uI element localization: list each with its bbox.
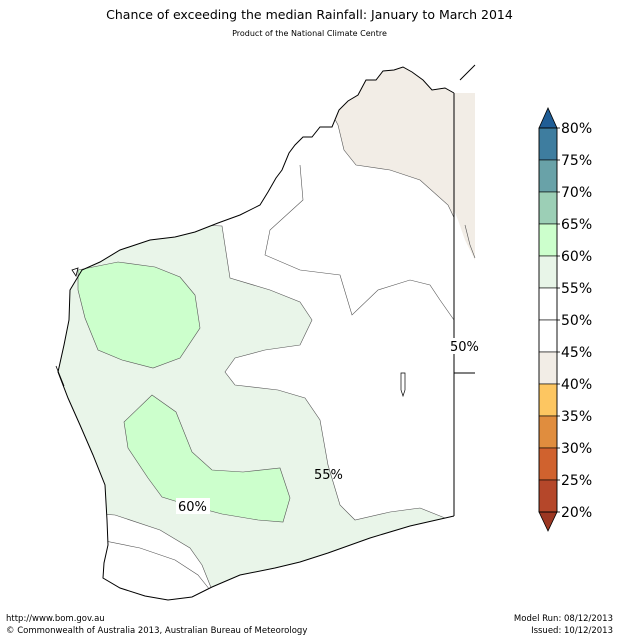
nt-region — [454, 93, 475, 260]
footer-issued: Issued: 10/12/2013 — [531, 626, 613, 636]
colorbar-tick-label: 20% — [561, 505, 592, 521]
colorbar-band — [538, 287, 558, 321]
colorbar-tick-label: 60% — [561, 249, 592, 265]
colorbar-band — [538, 447, 558, 481]
colorbar-tick-label: 25% — [561, 473, 592, 489]
region-60-65-north — [77, 261, 201, 369]
map-title: Chance of exceeding the median Rainfall:… — [106, 7, 513, 22]
map-subtitle: Product of the National Climate Centre — [232, 29, 387, 38]
colorbar-tick-label: 65% — [561, 217, 592, 233]
contour-label-50: 50% — [450, 340, 479, 355]
colorbar-tick-label: 45% — [561, 345, 592, 361]
colorbar-tick-label: 80% — [561, 121, 592, 137]
colorbar-band — [538, 191, 558, 225]
probability-regions — [58, 67, 454, 600]
colorbar-top-arrow — [538, 107, 558, 129]
lake-feature — [400, 372, 406, 398]
colorbar-tick-label: 30% — [561, 441, 592, 457]
contour-label-60: 60% — [178, 500, 207, 515]
colorbar-band — [538, 383, 558, 417]
footer-left: http://www.bom.gov.au © Commonwealth of … — [6, 613, 307, 637]
colorbar-tick-label: 40% — [561, 377, 592, 393]
colorbar-tick-label: 55% — [561, 281, 592, 297]
footer-copyright: © Commonwealth of Australia 2013, Austra… — [6, 626, 308, 636]
footer-url: http://www.bom.gov.au — [6, 614, 105, 624]
footer-right: Model Run: 08/12/2013 Issued: 10/12/2013 — [514, 613, 613, 637]
colorbar-band — [538, 255, 558, 289]
region-60-65-south — [123, 394, 291, 523]
wa-coastline — [57, 66, 455, 601]
colorbar-band — [538, 351, 558, 385]
colorbar-tick-label: 50% — [561, 313, 592, 329]
colorbar-band — [538, 127, 558, 161]
colorbar-band — [538, 159, 558, 193]
colorbar-legend: 80% 75% 70% 65% 60% 55% 50% 45% 40% 35% 30% 25% 20% — [538, 107, 592, 532]
footer-model-run: Model Run: 08/12/2013 — [513, 614, 613, 624]
contour-label-55: 55% — [314, 468, 343, 483]
colorbar-band — [538, 319, 558, 353]
colorbar-tick-label: 70% — [561, 185, 592, 201]
colorbar-band — [538, 415, 558, 449]
colorbar-band — [538, 223, 558, 257]
colorbar-bottom-arrow — [538, 511, 558, 532]
colorbar-band — [538, 479, 558, 513]
colorbar-tick-label: 35% — [561, 409, 592, 425]
colorbar-tick-label: 75% — [561, 153, 592, 169]
